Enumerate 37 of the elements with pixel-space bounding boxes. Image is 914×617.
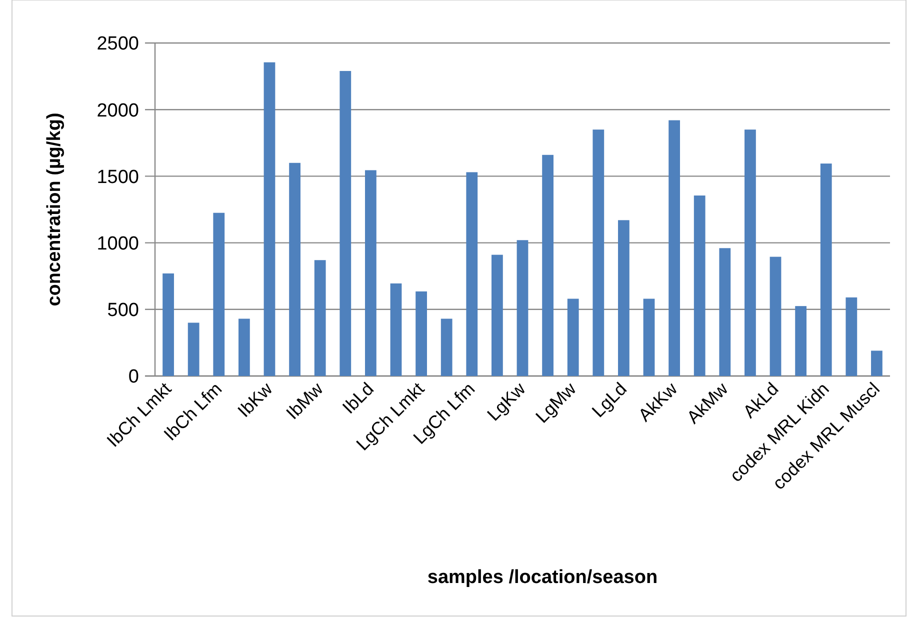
bar	[466, 172, 478, 376]
y-tick-label: 2000	[96, 100, 139, 122]
bar	[516, 240, 528, 376]
bar	[719, 248, 731, 376]
y-axis-title: concentration (µg/kg)	[44, 112, 65, 306]
bar	[744, 130, 756, 376]
bar	[238, 318, 250, 376]
bar	[542, 154, 554, 376]
bar	[390, 283, 402, 376]
bar	[643, 298, 655, 376]
y-tick-label: 2500	[96, 34, 139, 55]
bar	[416, 291, 427, 376]
bar	[440, 318, 452, 376]
bar	[846, 297, 858, 376]
bar	[264, 62, 276, 376]
y-tick-label: 0	[128, 366, 139, 388]
bar	[289, 162, 300, 376]
bar	[770, 256, 782, 376]
bar	[340, 70, 352, 376]
x-axis-title: samples /location/season	[427, 567, 658, 588]
bar	[188, 322, 200, 376]
y-tick-label: 1000	[96, 233, 139, 254]
bar	[592, 130, 604, 376]
bar	[694, 196, 706, 376]
bar	[492, 254, 503, 376]
y-tick-label: 1500	[96, 166, 139, 188]
bar	[162, 273, 174, 376]
bar	[871, 350, 882, 376]
bar	[820, 164, 832, 376]
bar	[567, 298, 579, 376]
bar	[314, 260, 326, 376]
bar	[213, 212, 225, 376]
y-tick-label: 500	[107, 300, 139, 322]
bar	[618, 220, 630, 376]
bar	[668, 120, 680, 376]
bar	[365, 170, 376, 376]
bar	[795, 306, 807, 376]
